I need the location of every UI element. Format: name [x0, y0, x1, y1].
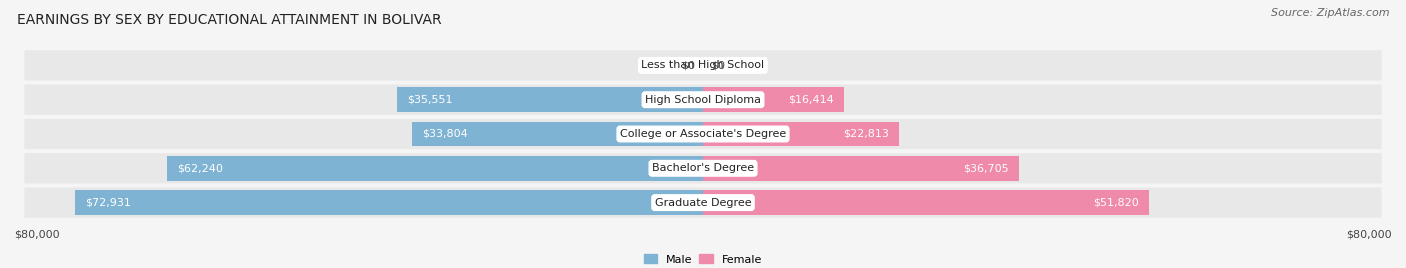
Text: $22,813: $22,813	[844, 129, 889, 139]
Bar	[396, 87, 703, 112]
Text: $33,804: $33,804	[422, 129, 468, 139]
Bar	[703, 156, 1019, 181]
FancyBboxPatch shape	[24, 119, 1382, 149]
Text: Less than High School: Less than High School	[641, 60, 765, 70]
Text: $36,705: $36,705	[963, 163, 1008, 173]
Bar	[703, 122, 900, 146]
Text: $80,000: $80,000	[1347, 229, 1392, 239]
FancyBboxPatch shape	[24, 188, 1382, 218]
Text: EARNINGS BY SEX BY EDUCATIONAL ATTAINMENT IN BOLIVAR: EARNINGS BY SEX BY EDUCATIONAL ATTAINMEN…	[17, 13, 441, 27]
Text: $16,414: $16,414	[789, 95, 834, 105]
Text: $80,000: $80,000	[14, 229, 59, 239]
Bar	[703, 87, 845, 112]
FancyBboxPatch shape	[24, 85, 1382, 115]
Bar	[75, 190, 703, 215]
FancyBboxPatch shape	[24, 153, 1382, 183]
Text: Bachelor's Degree: Bachelor's Degree	[652, 163, 754, 173]
Bar	[167, 156, 703, 181]
Text: $72,931: $72,931	[86, 198, 131, 208]
Text: $35,551: $35,551	[408, 95, 453, 105]
FancyBboxPatch shape	[24, 50, 1382, 80]
Text: Source: ZipAtlas.com: Source: ZipAtlas.com	[1271, 8, 1389, 18]
Legend: Male, Female: Male, Female	[640, 250, 766, 268]
Text: Graduate Degree: Graduate Degree	[655, 198, 751, 208]
Text: College or Associate's Degree: College or Associate's Degree	[620, 129, 786, 139]
Text: $0: $0	[681, 60, 695, 70]
Bar	[703, 190, 1149, 215]
Text: High School Diploma: High School Diploma	[645, 95, 761, 105]
Bar	[412, 122, 703, 146]
Text: $62,240: $62,240	[177, 163, 224, 173]
Text: $51,820: $51,820	[1094, 198, 1139, 208]
Text: $0: $0	[711, 60, 725, 70]
